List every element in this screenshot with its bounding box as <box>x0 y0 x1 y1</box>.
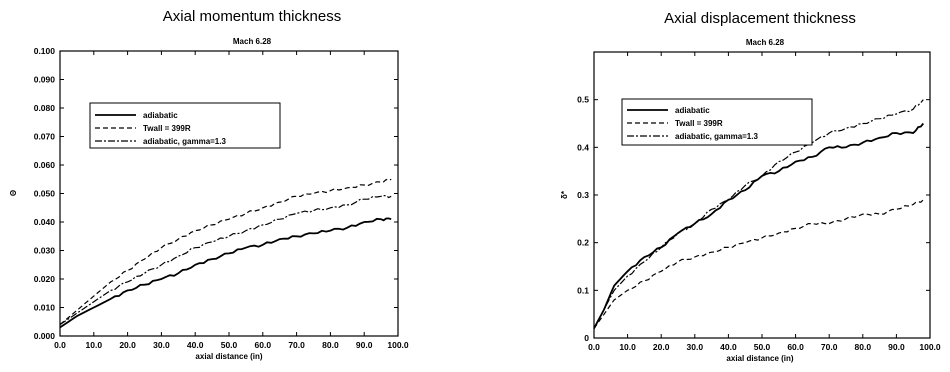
plot-frame <box>593 51 931 339</box>
x-tick-label: 50.0 <box>754 342 771 352</box>
legend-entry: adiabatic, gamma=1.3 <box>675 132 758 141</box>
y-tick-label: 0.000 <box>34 331 56 341</box>
tick-group: 0.0 10.0 20.0 30.0 40.0 50.0 60.0 70.0 80.0 90.0 1… <box>34 46 409 350</box>
y-tick-label: 0.050 <box>34 189 56 199</box>
y-tick-label: 0.070 <box>34 132 56 142</box>
x-tick-label: 70.0 <box>821 342 838 352</box>
x-tick-label: 40.0 <box>720 342 737 352</box>
legend-entry: Twall = 399R <box>143 124 191 133</box>
x-tick-label: 90.0 <box>356 340 373 350</box>
legend: adiabatic Twall = 399R adiabatic, gamma=… <box>89 102 281 149</box>
legend: adiabatic Twall = 399R adiabatic, gamma=… <box>621 98 813 146</box>
y-tick-label: 0.090 <box>34 75 56 85</box>
x-tick-label: 60.0 <box>255 340 272 350</box>
y-axis-label: δ* <box>560 190 569 199</box>
x-tick-label: 100.0 <box>387 340 409 350</box>
x-tick-label: 80.0 <box>855 342 872 352</box>
x-tick-label: 10.0 <box>86 340 103 350</box>
y-tick-label: 0.030 <box>34 246 56 256</box>
y-tick-label: 0.3 <box>577 190 589 200</box>
series-line-solid <box>59 217 392 329</box>
x-axis-label: axial distance (in) <box>195 352 262 361</box>
x-tick-label: 80.0 <box>322 340 339 350</box>
x-tick-label: 30.0 <box>687 342 704 352</box>
y-tick-label: 0.4 <box>577 142 589 152</box>
chart-right: Axial displacement thickness Mach 6.28 0… <box>560 10 941 363</box>
series-line-dashdot <box>593 99 924 329</box>
x-tick-label: 70.0 <box>288 340 305 350</box>
legend-entry: Twall = 399R <box>675 119 723 128</box>
y-tick-label: 0.020 <box>34 274 56 284</box>
series-group <box>593 99 925 329</box>
x-tick-label: 0.0 <box>588 342 600 352</box>
y-axis-label: Θ <box>9 190 18 196</box>
plot-frame <box>59 50 399 337</box>
chart-subtitle: Mach 6.28 <box>746 38 785 47</box>
series-group <box>59 178 392 329</box>
y-tick-label: 0.040 <box>34 217 56 227</box>
series-line-solid <box>593 122 925 329</box>
chart-left: Axial momentum thickness Mach 6.28 0.0 10… <box>9 8 409 361</box>
x-axis-label: axial distance (in) <box>726 354 793 363</box>
y-tick-label: 0.080 <box>34 103 56 113</box>
x-tick-label: 20.0 <box>653 342 670 352</box>
legend-entry: adiabatic, gamma=1.3 <box>143 137 226 146</box>
x-tick-label: 50.0 <box>221 340 238 350</box>
chart-subtitle: Mach 6.28 <box>233 37 272 46</box>
series-line-dashdot <box>59 194 392 326</box>
y-tick-label: 0.1 <box>577 285 589 295</box>
legend-entry: adiabatic <box>143 111 178 120</box>
y-tick-label: 0 <box>584 333 589 343</box>
x-tick-label: 30.0 <box>153 340 170 350</box>
x-tick-label: 0.0 <box>54 340 66 350</box>
y-tick-label: 0.5 <box>577 95 589 105</box>
chart-title: Axial momentum thickness <box>163 8 341 25</box>
x-tick-label: 10.0 <box>619 342 636 352</box>
legend-entry: adiabatic <box>675 106 710 115</box>
tick-group: 0.0 10.0 20.0 30.0 40.0 50.0 60.0 70.0 80.0 90.0 1… <box>577 52 941 352</box>
legend-box <box>621 98 813 146</box>
y-tick-label: 0.060 <box>34 160 56 170</box>
y-tick-label: 0.100 <box>34 46 56 56</box>
series-line-dashed <box>59 178 392 326</box>
x-tick-label: 60.0 <box>787 342 804 352</box>
series-line-dashed <box>593 199 924 329</box>
chart-title: Axial displacement thickness <box>664 10 856 27</box>
x-tick-label: 20.0 <box>119 340 136 350</box>
y-tick-label: 0.010 <box>34 303 56 313</box>
x-tick-label: 40.0 <box>187 340 204 350</box>
x-tick-label: 90.0 <box>888 342 905 352</box>
x-tick-label: 100.0 <box>919 342 941 352</box>
y-tick-label: 0.2 <box>577 238 589 248</box>
